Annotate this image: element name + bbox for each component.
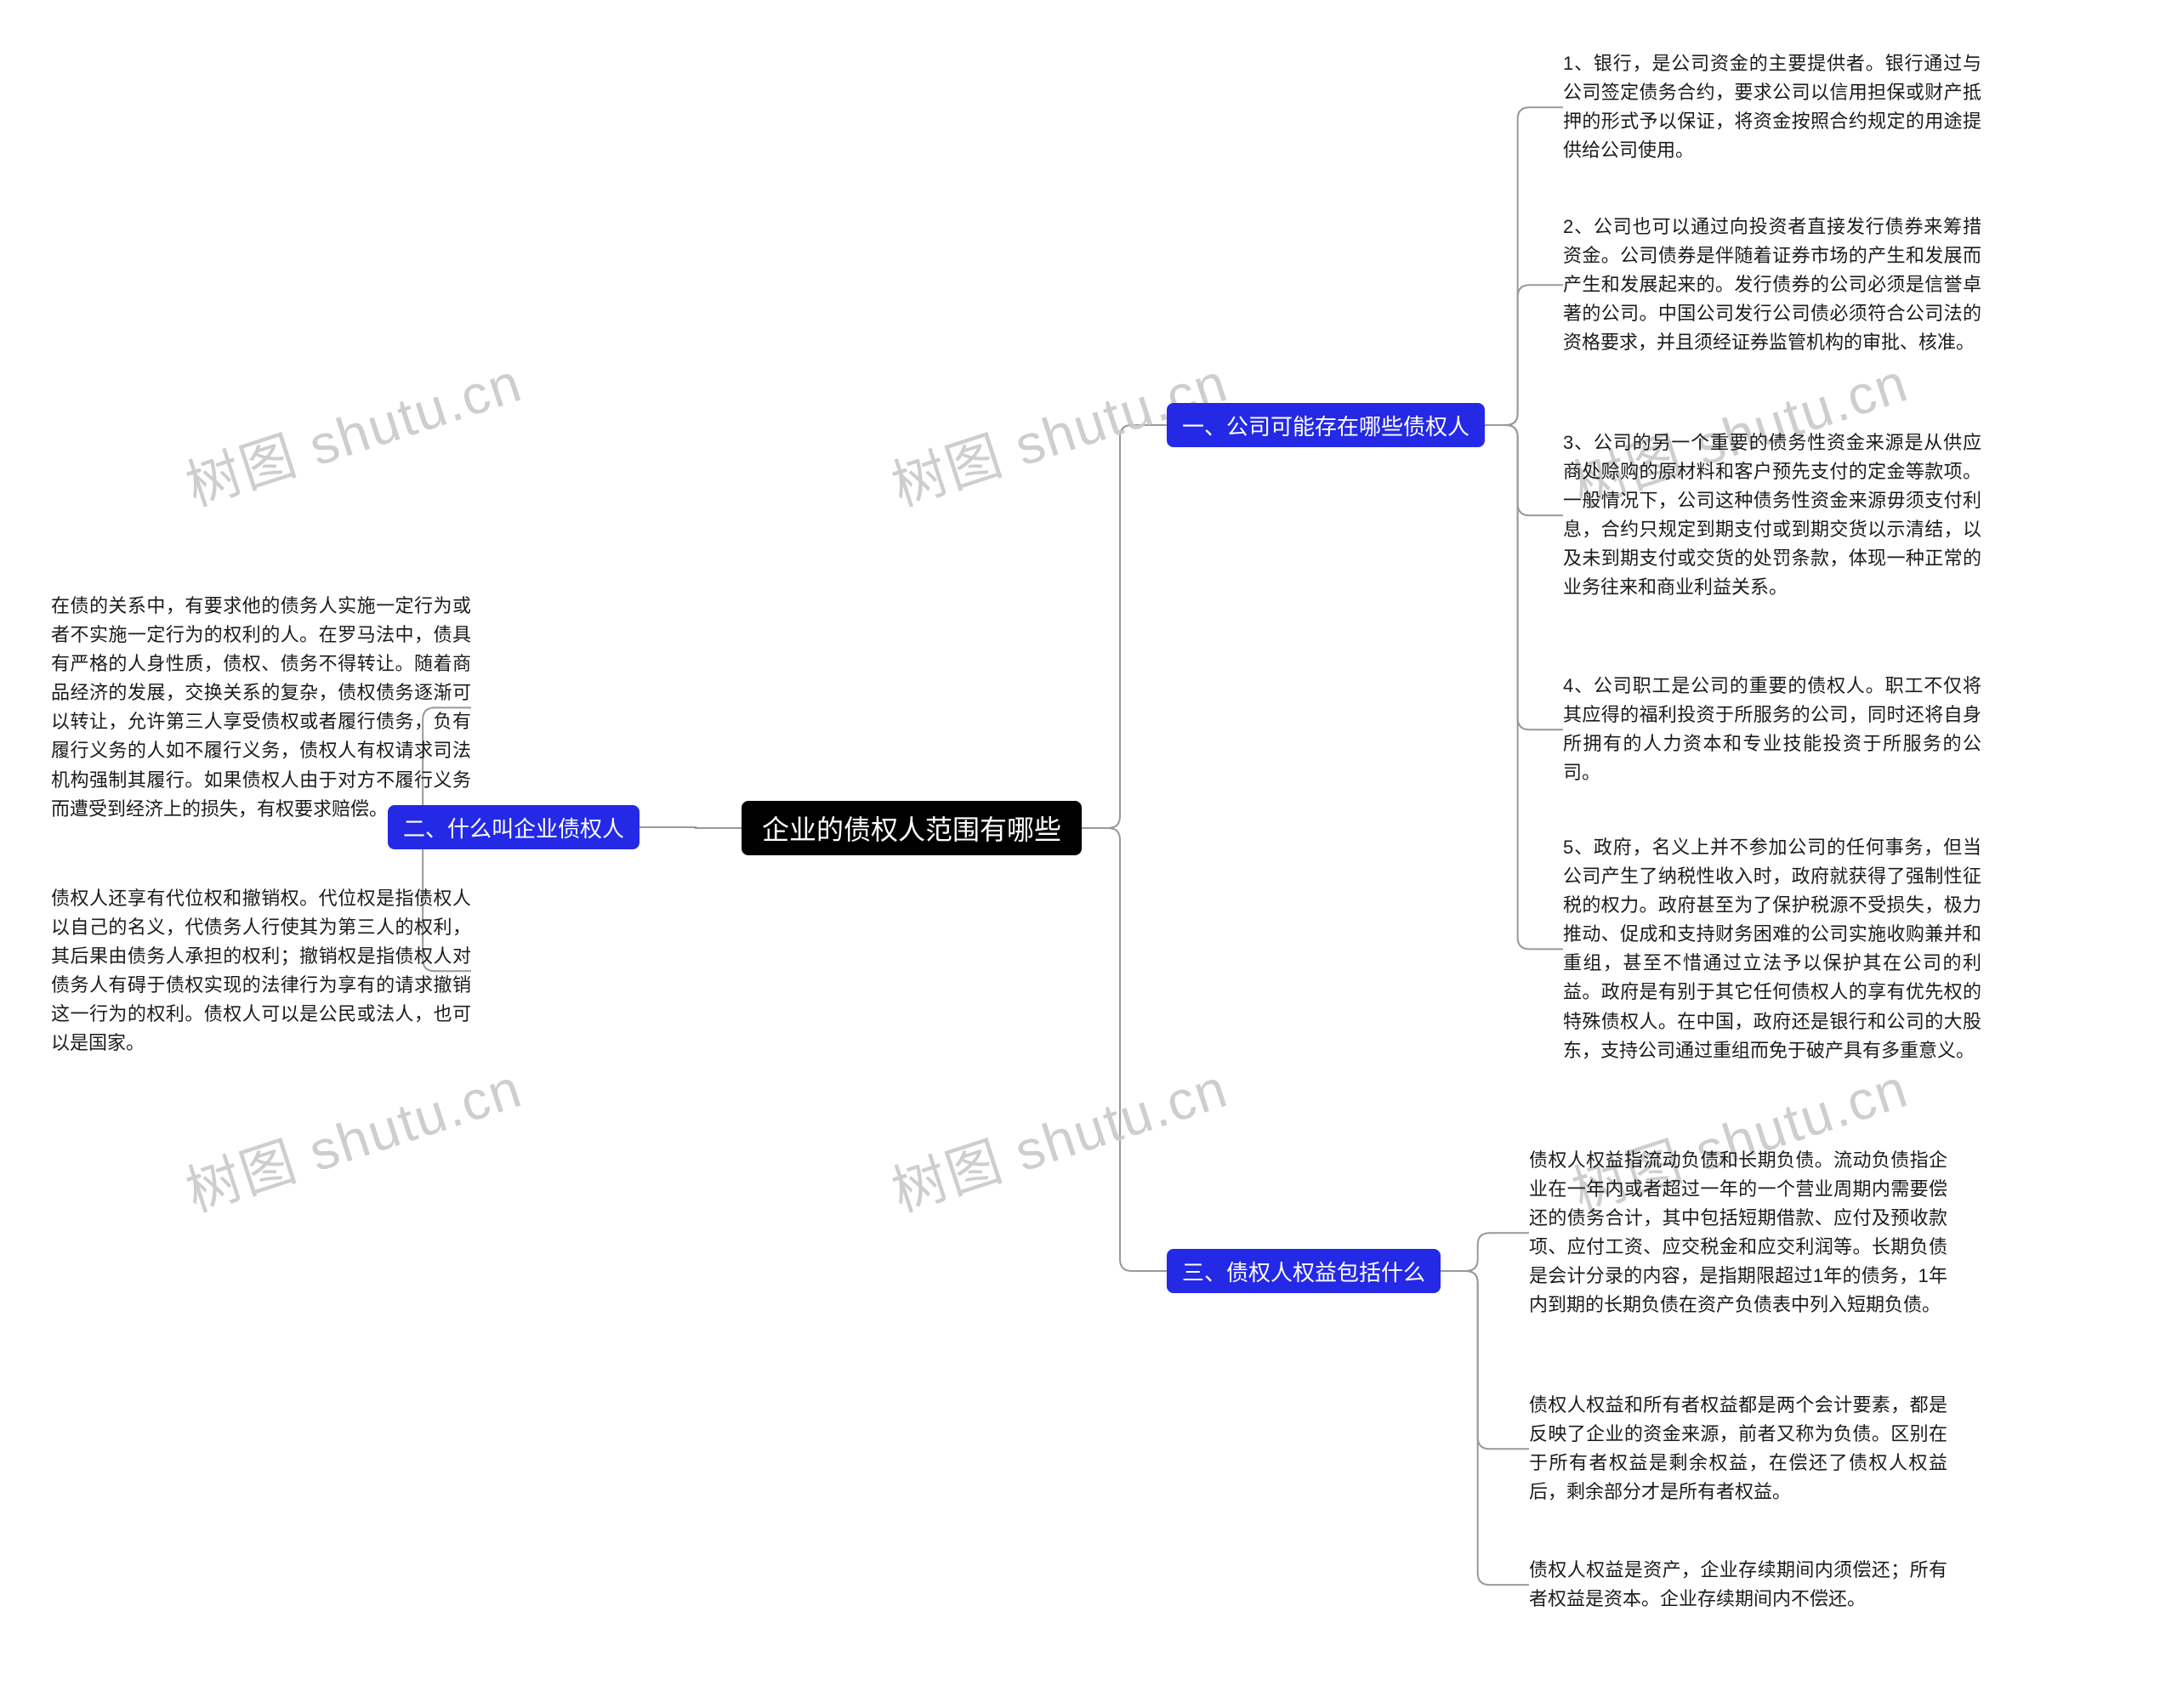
watermark: 树图 shutu.cn — [175, 339, 531, 521]
root-node[interactable]: 企业的债权人范围有哪些 — [742, 801, 1082, 855]
leaf-s1-3[interactable]: 3、公司的另一个重要的债务性资金来源是从供应商处赊购的原材料和客户预先支付的定金… — [1563, 428, 1981, 603]
leaf-s2-1[interactable]: 在债的关系中，有要求他的债务人实施一定行为或者不实施一定行为的权利的人。在罗马法… — [51, 592, 471, 824]
leaf-s3-3[interactable]: 债权人权益是资产，企业存续期间内须偿还；所有者权益是资本。企业存续期间内不偿还。 — [1529, 1556, 1947, 1614]
leaf-s1-4[interactable]: 4、公司职工是公司的重要的债权人。职工不仅将其应得的福利投资于所服务的公司，同时… — [1563, 672, 1981, 787]
watermark: 树图 shutu.cn — [881, 1045, 1236, 1227]
sub-node-1[interactable]: 一、公司可能存在哪些债权人 — [1167, 403, 1485, 447]
sub-node-3[interactable]: 三、债权人权益包括什么 — [1167, 1249, 1441, 1293]
mindmap-stage: 树图 shutu.cn 树图 shutu.cn 树图 shutu.cn 树图 s… — [0, 0, 2177, 1708]
watermark: 树图 shutu.cn — [175, 1045, 531, 1227]
leaf-s1-2[interactable]: 2、公司也可以通过向投资者直接发行债券来筹措资金。公司债券是伴随着证券市场的产生… — [1563, 213, 1981, 357]
leaf-s1-5[interactable]: 5、政府，名义上并不参加公司的任何事务，但当公司产生了纳税性收入时，政府就获得了… — [1563, 833, 1981, 1065]
leaf-s2-2[interactable]: 债权人还享有代位权和撤销权。代位权是指债权人以自己的名义，代债务人行使其为第三人… — [51, 884, 471, 1058]
leaf-s3-1[interactable]: 债权人权益指流动负债和长期负债。流动负债指企业在一年内或者超过一年的一个营业周期… — [1529, 1146, 1947, 1320]
leaf-s3-2[interactable]: 债权人权益和所有者权益都是两个会计要素，都是反映了企业的资金来源，前者又称为负债… — [1529, 1391, 1947, 1507]
leaf-s1-1[interactable]: 1、银行，是公司资金的主要提供者。银行通过与公司签定债务合约，要求公司以信用担保… — [1563, 49, 1981, 165]
